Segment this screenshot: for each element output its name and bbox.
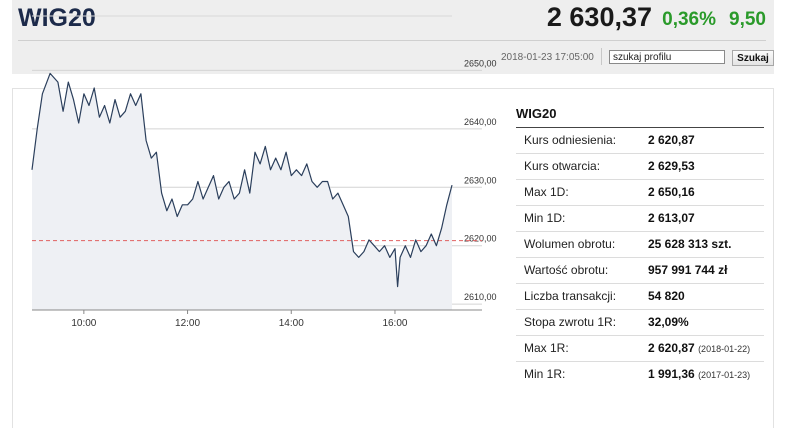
stats-value: 54 820	[648, 284, 685, 309]
stats-value: 32,09%	[648, 310, 689, 335]
search-separator	[601, 48, 602, 65]
stats-number: 2 613,07	[648, 211, 695, 225]
stats-row: Liczba transakcji: 54 820	[516, 284, 764, 310]
stats-row: Max 1R: 2 620,87 (2018-01-22)	[516, 336, 764, 362]
stats-row: Kurs odniesienia: 2 620,87	[516, 128, 764, 154]
stats-label: Max 1D:	[524, 185, 569, 199]
stats-row: Min 1D: 2 613,07	[516, 206, 764, 232]
profile-search-input[interactable]	[609, 50, 725, 64]
y-tick-label: 2650,00	[464, 58, 497, 68]
stats-date: (2017-01-23)	[698, 370, 751, 380]
stats-value: 25 628 313 szt.	[648, 232, 731, 257]
stats-number: 957 991 744 zł	[648, 263, 728, 277]
stats-number: 25 628 313 szt.	[648, 237, 732, 251]
stats-label: Min 1D:	[524, 211, 566, 225]
x-tick-label: 12:00	[175, 318, 200, 329]
index-name: WIG20	[18, 4, 96, 32]
y-tick-label: 2630,00	[464, 175, 497, 185]
stats-label: Stopa zwrotu 1R:	[524, 315, 617, 329]
y-tick-label: 2620,00	[464, 234, 497, 244]
stats-row: Wartość obrotu: 957 991 744 zł	[516, 258, 764, 284]
index-value: 2 630,37	[546, 2, 652, 32]
stats-value: 2 620,87 (2018-01-22)	[648, 336, 750, 362]
change-absolute: 9,50	[729, 9, 766, 30]
stats-value: 2 629,53	[648, 154, 695, 179]
stats-number: 2 629,53	[648, 159, 695, 173]
stats-row: Kurs otwarcia: 2 629,53	[516, 154, 764, 180]
quote-timestamp: 2018-01-23 17:05:00	[501, 52, 594, 63]
x-tick-label: 16:00	[382, 318, 407, 329]
stats-number: 32,09%	[648, 315, 689, 329]
x-tick-label: 10:00	[71, 318, 96, 329]
search-button[interactable]: Szukaj	[732, 50, 774, 66]
stats-number: 2 650,16	[648, 185, 695, 199]
stats-label: Kurs otwarcia:	[524, 159, 601, 173]
price-area	[32, 73, 452, 311]
stats-number: 2 620,87	[648, 341, 695, 355]
stats-date: (2018-01-22)	[698, 344, 751, 354]
stats-label: Wartość obrotu:	[524, 263, 609, 277]
stats-number: 2 620,87	[648, 133, 695, 147]
change-percent: 0,36%	[662, 9, 716, 30]
price-line	[31, 72, 453, 288]
stats-label: Liczba transakcji:	[524, 289, 617, 303]
stats-label: Wolumen obrotu:	[524, 237, 616, 251]
stats-row: Max 1D: 2 650,16	[516, 180, 764, 206]
stats-value: 1 991,36 (2017-01-23)	[648, 362, 750, 388]
stats-value: 2 613,07	[648, 206, 695, 231]
x-tick-label: 14:00	[279, 318, 304, 329]
stats-table: WIG20 Kurs odniesienia: 2 620,87 Kurs otwa…	[516, 104, 764, 388]
stats-row: Wolumen obrotu: 25 628 313 szt.	[516, 232, 764, 258]
y-tick-label: 2610,00	[464, 292, 497, 302]
stats-value: 957 991 744 zł	[648, 258, 727, 283]
intraday-chart[interactable]: 2610,00 2620,00 2630,00 2640,00 2650,00 10:00…	[20, 12, 500, 340]
stats-value: 2 650,16	[648, 180, 695, 205]
stats-label: Kurs odniesienia:	[524, 133, 617, 147]
stats-value: 2 620,87	[648, 128, 695, 153]
y-tick-label: 2640,00	[464, 117, 497, 127]
header-divider	[18, 40, 766, 41]
stats-label: Max 1R:	[524, 341, 569, 355]
stats-number: 54 820	[648, 289, 685, 303]
stats-label: Min 1R:	[524, 367, 566, 381]
stats-row: Stopa zwrotu 1R: 32,09%	[516, 310, 764, 336]
stats-title: WIG20	[516, 104, 764, 128]
stats-row: Min 1R: 1 991,36 (2017-01-23)	[516, 362, 764, 388]
stats-number: 1 991,36	[648, 367, 695, 381]
quote-header: WIG20 2 630,37 0,36% 9,50 2018-01-23 17:…	[12, 0, 774, 74]
